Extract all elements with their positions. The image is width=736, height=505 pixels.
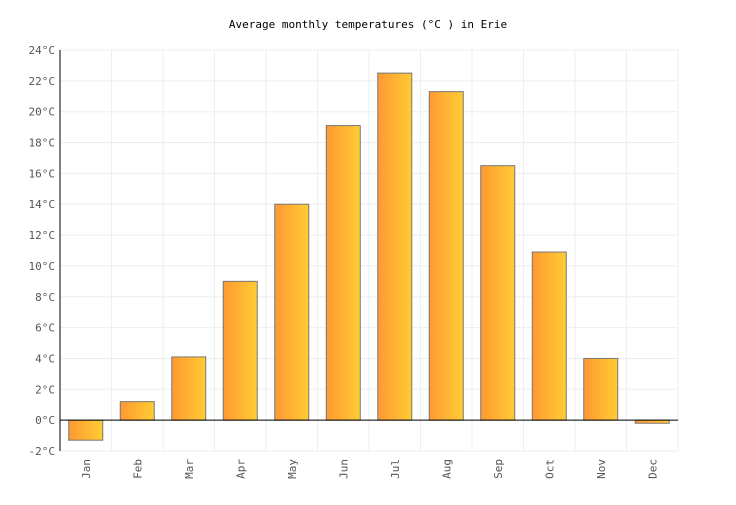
bar-mar [171, 356, 207, 421]
bar-oct [531, 251, 567, 421]
bar-sep [480, 165, 516, 421]
y-tick-label: 20°C [29, 106, 56, 119]
y-tick-label: 12°C [29, 229, 56, 242]
bar-nov [583, 357, 619, 421]
x-tick-label: May [286, 459, 299, 479]
x-tick-label: Nov [595, 459, 608, 479]
bar-may [274, 203, 310, 421]
y-tick-label: 2°C [35, 383, 55, 396]
y-tick-label: 0°C [35, 414, 55, 427]
bar-apr [222, 280, 258, 421]
y-tick-label: -2°C [29, 445, 56, 458]
y-tick-label: 22°C [29, 75, 56, 88]
bar-jun [325, 125, 361, 421]
chart-title: Average monthly temperatures (°C ) in Er… [229, 18, 507, 31]
bar-jul [377, 72, 413, 421]
y-tick-label: 24°C [29, 44, 56, 57]
x-tick-label: Jul [389, 459, 402, 479]
y-tick-label: 10°C [29, 260, 56, 273]
x-tick-label: Apr [234, 459, 247, 479]
y-tick-label: 16°C [29, 167, 56, 180]
y-tick-label: 14°C [29, 198, 56, 211]
y-tick-label: 8°C [35, 291, 55, 304]
bar-feb [119, 401, 155, 421]
y-tick-label: 6°C [35, 322, 55, 335]
x-tick-label: Mar [183, 459, 196, 479]
x-tick-label: Jun [337, 459, 350, 479]
y-tick-label: 4°C [35, 352, 55, 365]
x-tick-label: Dec [646, 459, 659, 479]
y-tick-label: 18°C [29, 137, 56, 150]
x-tick-label: Aug [440, 459, 453, 479]
x-tick-label: Oct [543, 459, 556, 479]
x-tick-label: Jan [80, 459, 93, 479]
bar-jan [68, 419, 104, 441]
x-tick-label: Feb [131, 459, 144, 479]
bar-aug [428, 91, 464, 421]
x-tick-label: Sep [492, 459, 505, 479]
